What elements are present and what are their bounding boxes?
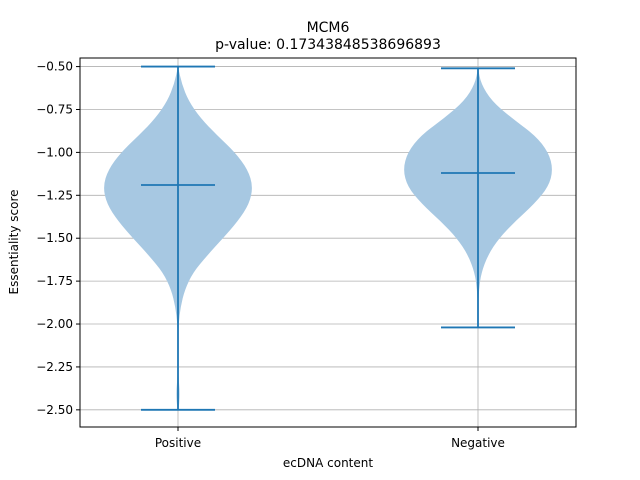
plot-frame [79,57,577,428]
y-tick-label: −2.50 [36,403,73,417]
y-tick-label: −1.75 [36,274,73,288]
axes-layer: −0.50 −0.75 −1.00 −1.25 −1.50 −1.75 −2.00 −2.25… [36,57,577,450]
y-tick-label: −0.50 [36,60,73,74]
chart-title: MCM6 [307,20,350,36]
violin-layer [104,65,552,411]
y-tick-label: −2.00 [36,317,73,331]
x-axis-label: ecDNA content [283,456,373,470]
x-tick-label-positive: Positive [155,436,201,450]
chart-subtitle: p-value: 0.17343848538696893 [215,37,441,53]
y-tick-label: −1.25 [36,188,73,202]
y-tick-label: −1.00 [36,145,73,159]
x-tick-label-negative: Negative [451,436,505,450]
y-axis-label: Essentiality score [7,190,21,295]
y-tick-label: −1.50 [36,231,73,245]
y-tick-label: −0.75 [36,102,73,116]
y-tick-label: −2.25 [36,360,73,374]
